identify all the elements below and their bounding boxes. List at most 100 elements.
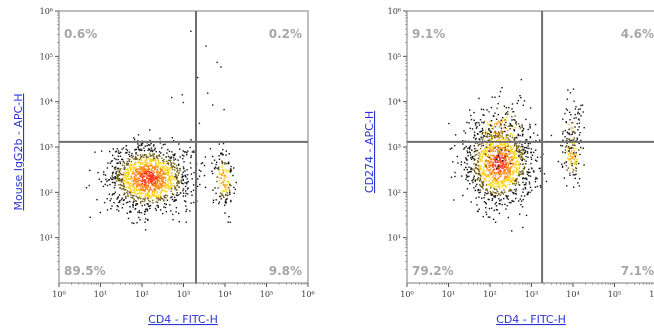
scatter-point (557, 160, 560, 163)
scatter-point (149, 160, 151, 162)
scatter-point (577, 111, 579, 113)
scatter-point (137, 211, 139, 213)
scatter-point (190, 191, 192, 193)
scatter-point (232, 174, 234, 177)
scatter-point (495, 182, 497, 185)
scatter-point (143, 189, 145, 191)
scatter-point (497, 120, 500, 122)
scatter-point (470, 157, 472, 159)
scatter-point (518, 150, 520, 152)
scatter-point (152, 179, 154, 182)
scatter-point (139, 162, 141, 164)
scatter-point (504, 154, 506, 157)
scatter-point (150, 168, 153, 170)
scatter-point (134, 174, 136, 176)
scatter-point (488, 128, 490, 130)
scatter-point (517, 163, 519, 165)
scatter-point (168, 168, 171, 170)
scatter-point (453, 199, 455, 201)
scatter-point (172, 157, 175, 159)
scatter-point (166, 152, 168, 154)
scatter-point (212, 189, 214, 191)
scatter-point (498, 152, 500, 154)
scatter-point (172, 165, 175, 167)
scatter-point (503, 163, 505, 166)
scatter-point (510, 147, 513, 149)
scatter-point (153, 184, 155, 187)
scatter-point (138, 172, 140, 174)
scatter-point (471, 128, 474, 130)
scatter-point (165, 211, 167, 213)
scatter-point (115, 158, 117, 161)
scatter-point (504, 156, 506, 159)
scatter-point (479, 138, 481, 141)
scatter-point (233, 186, 235, 189)
scatter-point (165, 169, 167, 171)
scatter-point (495, 175, 497, 177)
scatter-point (235, 181, 237, 184)
scatter-point (220, 198, 222, 200)
scatter-point (155, 184, 157, 186)
scatter-point (109, 162, 112, 164)
scatter-point (502, 184, 504, 186)
scatter-point (488, 176, 491, 178)
scatter-point (153, 196, 156, 198)
scatter-point (227, 162, 230, 165)
scatter-point (159, 166, 161, 168)
scatter-point (150, 163, 152, 165)
scatter-point (137, 162, 140, 164)
scatter-point (504, 175, 506, 178)
scatter-point (494, 188, 496, 190)
scatter-point (161, 147, 163, 149)
scatter-point (575, 173, 577, 175)
scatter-point (500, 131, 502, 133)
scatter-point (520, 171, 522, 173)
scatter-point (526, 178, 528, 181)
scatter-point (173, 196, 176, 199)
scatter-point (143, 175, 146, 177)
scatter-point (146, 202, 148, 205)
scatter-point (529, 123, 531, 126)
scatter-point (474, 180, 476, 182)
scatter-point (165, 203, 167, 206)
scatter-point (490, 157, 492, 159)
scatter-point (164, 177, 167, 179)
scatter-point (143, 179, 146, 181)
scatter-point (159, 183, 161, 185)
scatter-point (496, 209, 498, 211)
quadrant-lower-left-percent: 79.2% (412, 264, 454, 278)
scatter-point (494, 123, 496, 125)
scatter-point (490, 134, 492, 136)
scatter-point (509, 172, 512, 174)
scatter-point (514, 119, 516, 121)
scatter-point (507, 129, 509, 132)
scatter-point (529, 125, 531, 128)
scatter-point (505, 195, 507, 197)
scatter-point (500, 144, 503, 146)
scatter-point (125, 179, 127, 181)
scatter-point (510, 148, 513, 150)
scatter-point (481, 174, 483, 176)
scatter-point (470, 114, 472, 117)
scatter-point (157, 169, 159, 171)
scatter-point (221, 160, 223, 162)
scatter-point (508, 150, 510, 152)
scatter-point (523, 167, 526, 169)
scatter-point (505, 135, 507, 137)
scatter-point (498, 157, 501, 159)
scatter-point (155, 176, 157, 178)
scatter-point (123, 176, 125, 178)
scatter-point (149, 154, 152, 156)
scatter-point (568, 147, 571, 150)
scatter-point (484, 180, 487, 182)
scatter-point (504, 139, 507, 141)
scatter-point (480, 153, 482, 155)
scatter-point (150, 176, 152, 178)
scatter-point (173, 185, 176, 187)
scatter-point (487, 198, 489, 201)
scatter-point (497, 113, 499, 116)
scatter-point (124, 173, 127, 175)
scatter-point (488, 111, 490, 113)
scatter-point (173, 159, 175, 161)
scatter-point (498, 176, 500, 178)
